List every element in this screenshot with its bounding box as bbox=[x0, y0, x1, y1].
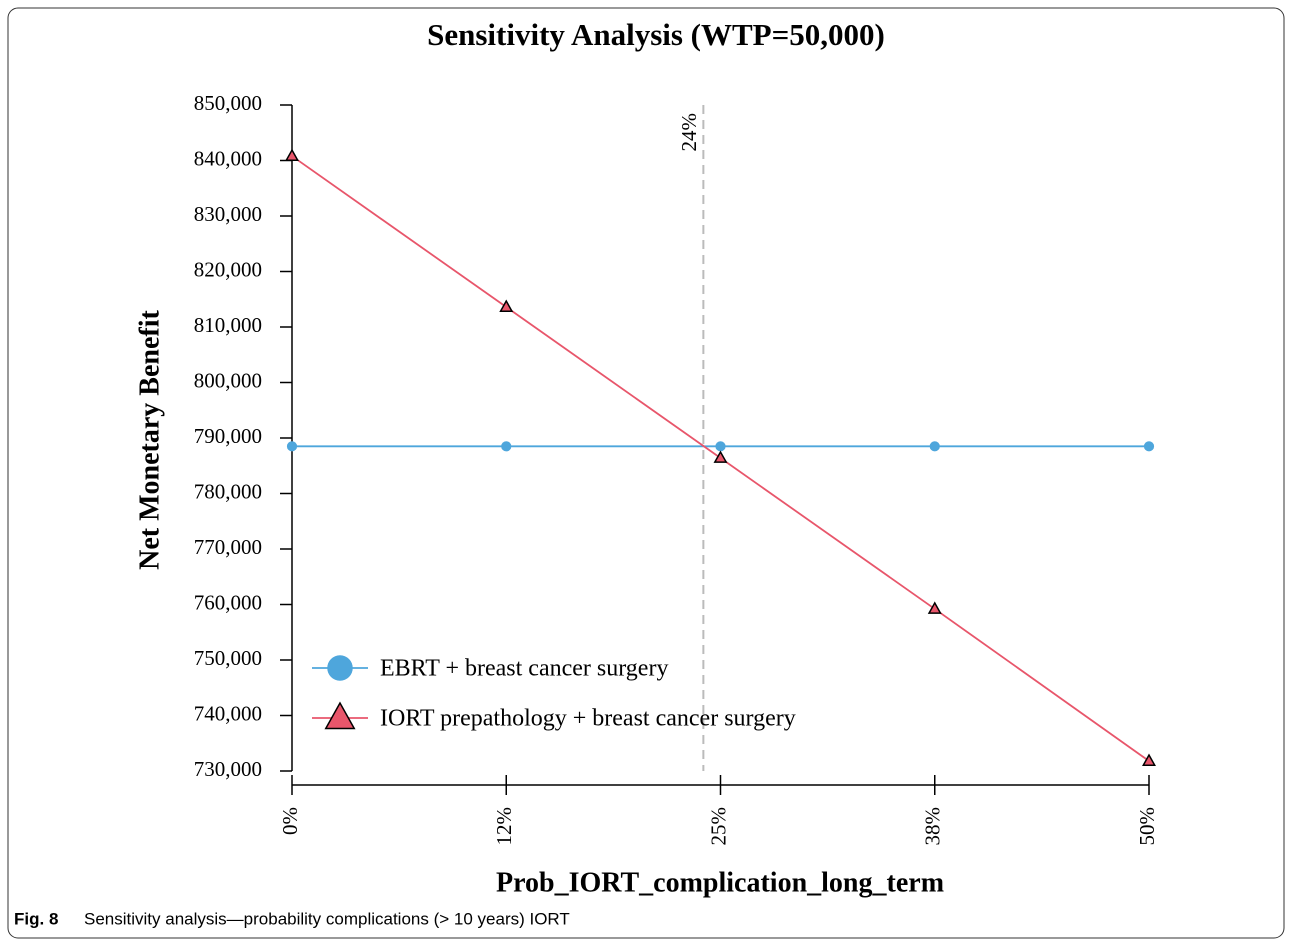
y-tick-label: 750,000 bbox=[194, 646, 262, 670]
y-axis-label: Net Monetary Benefit bbox=[134, 309, 165, 569]
y-tick-label: 740,000 bbox=[194, 701, 262, 725]
y-tick-label: 730,000 bbox=[194, 757, 262, 781]
x-tick-label: 50% bbox=[1135, 807, 1159, 846]
marker bbox=[1143, 441, 1155, 452]
marker bbox=[927, 601, 942, 614]
x-tick-label: 12% bbox=[492, 807, 516, 846]
marker bbox=[286, 441, 298, 452]
y-tick-label: 800,000 bbox=[194, 368, 262, 392]
y-tick-label: 820,000 bbox=[194, 257, 262, 281]
x-tick-label: 38% bbox=[921, 807, 945, 846]
caption-label: Fig. 8 bbox=[14, 909, 58, 928]
y-tick-label: 760,000 bbox=[194, 590, 262, 614]
marker bbox=[501, 441, 512, 452]
y-tick-label: 810,000 bbox=[194, 313, 262, 337]
threshold-label: 24% bbox=[677, 113, 701, 152]
x-tick-label: 25% bbox=[706, 807, 730, 846]
y-tick-label: 780,000 bbox=[194, 479, 262, 503]
y-tick-label: 850,000 bbox=[194, 91, 262, 115]
legend-label: EBRT + breast cancer surgery bbox=[380, 656, 668, 682]
frame bbox=[7, 7, 1285, 939]
x-axis-label: Prob_IORT_complication_long_term bbox=[496, 867, 944, 898]
marker bbox=[1142, 753, 1156, 766]
y-tick-label: 770,000 bbox=[194, 535, 262, 559]
chart-title: Sensitivity Analysis (WTP=50,000) bbox=[427, 17, 885, 52]
legend-marker bbox=[327, 655, 353, 681]
y-tick-label: 840,000 bbox=[194, 146, 262, 170]
marker bbox=[715, 441, 726, 452]
caption-text: Sensitivity analysis—probability complic… bbox=[84, 909, 570, 928]
legend-label: IORT prepathology + breast cancer surger… bbox=[380, 706, 796, 732]
marker bbox=[499, 299, 514, 312]
marker bbox=[929, 441, 940, 452]
marker bbox=[713, 450, 728, 463]
legend-marker bbox=[324, 701, 356, 730]
y-tick-label: 830,000 bbox=[194, 202, 262, 226]
x-tick-label: 0% bbox=[278, 807, 302, 835]
marker bbox=[285, 148, 299, 162]
y-tick-label: 790,000 bbox=[194, 424, 262, 448]
